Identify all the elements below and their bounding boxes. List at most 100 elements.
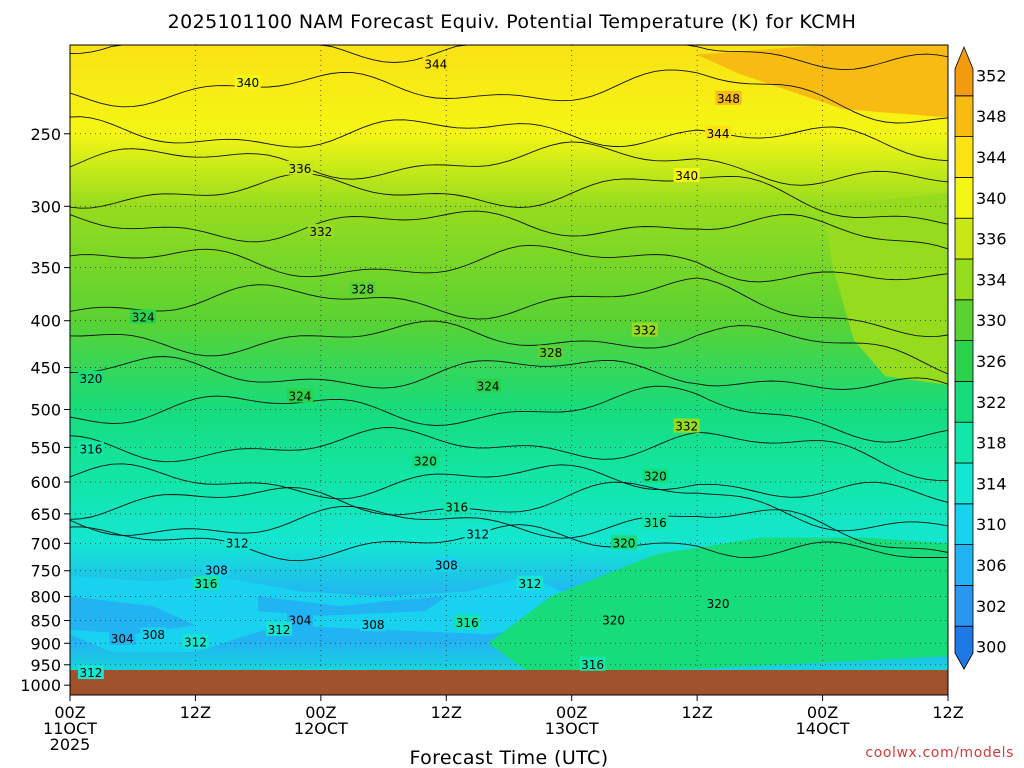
contour-label: 344 [422, 56, 449, 71]
contour-label: 320 [705, 595, 732, 611]
contour-label-text: 316 [644, 516, 667, 530]
colorbar-swatch [954, 462, 974, 505]
contour-label-bg [234, 74, 261, 89]
contour-label-text: 344 [424, 57, 447, 71]
colorbar-label: 336 [976, 230, 1007, 249]
contour-label-bg [673, 418, 700, 433]
contour-label-bg [412, 453, 439, 468]
x-tick-label: 12Z [431, 703, 462, 722]
contour-label: 312 [266, 621, 293, 637]
contour-label: 320 [642, 468, 669, 484]
contour-label-bg [705, 595, 732, 610]
colorbar-swatch [954, 380, 974, 423]
y-tick-label: 800 [30, 587, 61, 606]
contour-label-bg [454, 614, 481, 629]
contour-label: 320 [77, 370, 104, 386]
colorbar-label: 300 [976, 638, 1007, 657]
upper-trough-region [822, 192, 948, 385]
y-tick-label: 950 [30, 656, 61, 675]
contour-label-bg [475, 378, 502, 393]
contour-label-bg [360, 617, 387, 632]
contour-label-text: 304 [111, 632, 134, 646]
contour-label-text: 312 [184, 635, 207, 649]
contour-label-bg [642, 514, 669, 529]
colorbar-swatch [954, 340, 974, 382]
contour-label: 312 [182, 634, 209, 649]
contour-label: 320 [412, 453, 439, 469]
contour-label-text: 308 [205, 564, 228, 578]
y-tick-label: 650 [30, 505, 61, 524]
contour-label-text: 348 [717, 92, 740, 106]
x-tick-label: 12Z [180, 703, 211, 722]
contour-label-text: 332 [633, 324, 656, 338]
contour-label-bg [422, 56, 449, 71]
contour-label-text: 320 [613, 536, 636, 550]
y-tick-label: 250 [30, 125, 61, 144]
contour-label: 308 [140, 627, 167, 642]
contour-label: 344 [705, 125, 732, 141]
y-tick-label: 700 [30, 534, 61, 553]
contour-label: 332 [673, 418, 700, 434]
contour-label-text: 316 [456, 616, 479, 630]
contour-label-bg [600, 612, 627, 627]
colorbar-label: 334 [976, 270, 1007, 289]
colorbar-swatch [954, 299, 974, 341]
isentrope-contours [70, 45, 948, 562]
isentrope-line [70, 463, 948, 503]
isentrope-line [70, 116, 948, 162]
isentrope-line [70, 320, 948, 375]
contour-label-bg [140, 627, 167, 642]
x-tick-label: 12OCT [294, 719, 348, 738]
contour-label-text: 308 [362, 618, 385, 632]
contour-label-text: 344 [707, 127, 730, 141]
colorbar-label: 314 [976, 474, 1007, 493]
contour-label-bg [77, 441, 104, 456]
x-tick-label: 00Z [305, 703, 336, 722]
contour-label-bg [443, 499, 470, 514]
contour-label: 308 [360, 617, 387, 632]
colorbar-swatch [954, 45, 974, 97]
contour-label-bg [537, 345, 564, 360]
contour-label-text: 324 [132, 311, 155, 325]
contour-label-text: 340 [675, 169, 698, 183]
cold-core-region [70, 596, 196, 635]
contour-label-bg [579, 656, 606, 671]
contour-label-bg [77, 665, 104, 680]
colorbar-label: 326 [976, 352, 1007, 371]
contour-label-bg [286, 160, 313, 175]
contour-label-text: 316 [445, 501, 468, 515]
contour-label: 320 [600, 612, 627, 628]
contour-label-text: 308 [435, 558, 458, 572]
contour-label: 308 [203, 562, 230, 578]
contour-label-text: 316 [79, 443, 102, 457]
contour-label-bg [433, 557, 460, 572]
contour-label: 348 [715, 90, 742, 106]
contour-label-text: 328 [539, 346, 562, 360]
chart-title: 2025101100 NAM Forecast Equiv. Potential… [168, 11, 857, 33]
contour-label-text: 320 [707, 597, 730, 611]
contour-label-bg [77, 370, 104, 385]
y-tick-label: 600 [30, 473, 61, 492]
contour-label: 316 [579, 656, 606, 672]
ground-surface [70, 670, 948, 695]
isentrope-line [70, 244, 948, 283]
contour-label-bg [705, 125, 732, 140]
colorbar-label: 340 [976, 189, 1007, 208]
contour-label-bg [642, 468, 669, 483]
colorbar-swatch [954, 421, 974, 464]
contour-label-text: 320 [602, 614, 625, 628]
contour-label-bg [349, 281, 376, 296]
contour-label-bg [266, 621, 293, 636]
contour-label-bg [610, 535, 637, 550]
y-tick-label: 400 [30, 312, 61, 331]
contour-label: 312 [516, 575, 543, 591]
contour-label: 304 [286, 612, 313, 628]
contour-label-text: 312 [226, 536, 249, 550]
contour-label-bg [673, 167, 700, 182]
contour-label-text: 340 [236, 76, 259, 90]
x-axis-label: Forecast Time (UTC) [409, 747, 608, 768]
contour-label: 316 [454, 614, 481, 630]
colorbar-label: 318 [976, 434, 1007, 453]
colorbar-swatch [954, 503, 974, 545]
contour-label: 332 [631, 322, 658, 338]
